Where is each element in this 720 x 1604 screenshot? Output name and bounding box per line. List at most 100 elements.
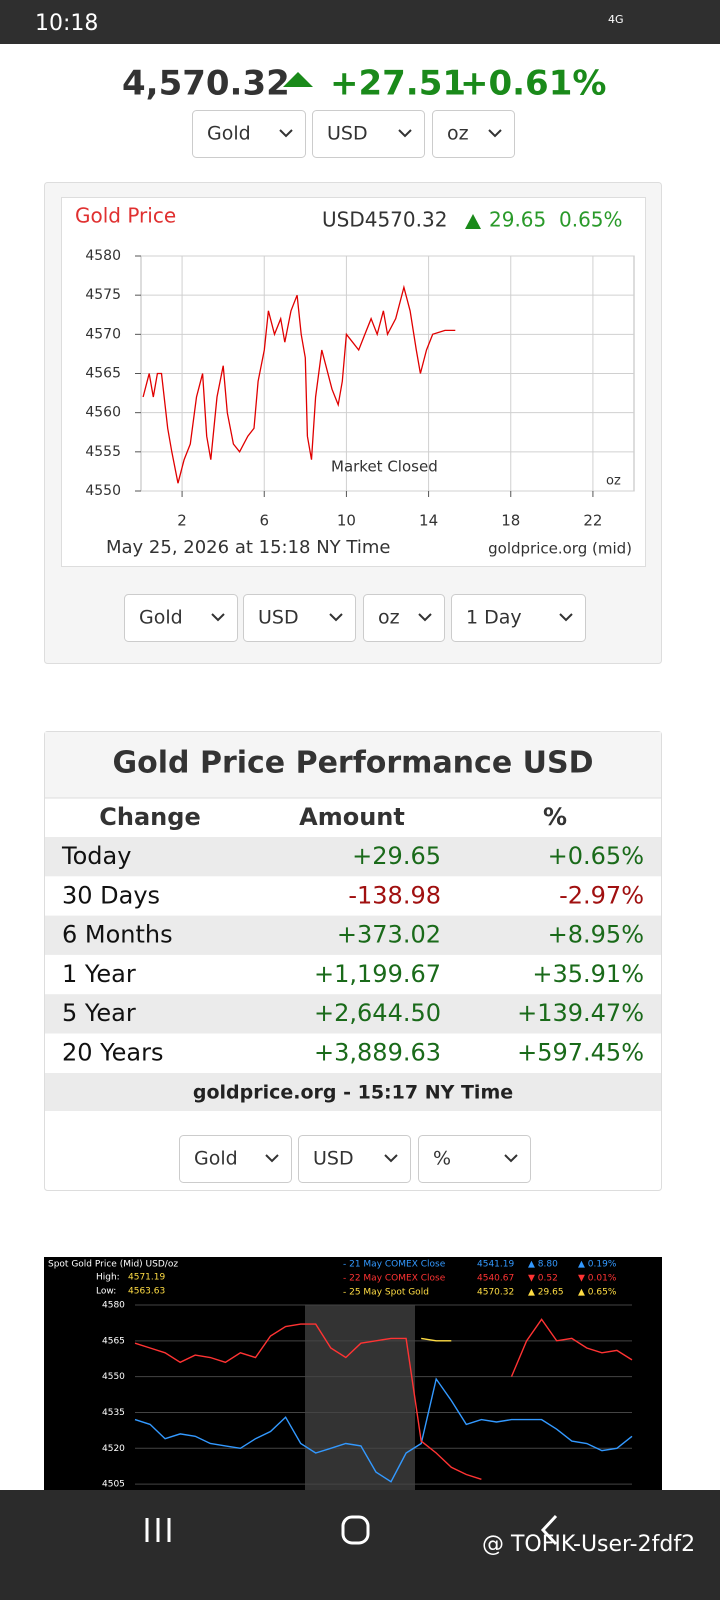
chart-footer-right: goldprice.org (mid)	[488, 540, 632, 558]
legend-price: 4541.19	[477, 1260, 514, 1270]
status-time: 10:18	[35, 11, 98, 36]
back-button[interactable]	[540, 1514, 558, 1546]
chart-footer-left: May 25, 2026 at 15:18 NY Time	[106, 537, 390, 558]
x-tick-label: 10	[337, 512, 356, 530]
table-cell: 20 Years	[62, 1039, 163, 1067]
x-tick-label: 14	[419, 512, 438, 530]
dropdown-label: 1 Day	[466, 607, 522, 629]
x-tick-label: 18	[501, 512, 520, 530]
legend-percent: ▼ 0.01%	[578, 1274, 617, 1284]
low-label: Low:	[96, 1287, 116, 1297]
table-cell: 6 Months	[62, 921, 173, 949]
x-tick-label: 2	[177, 512, 187, 530]
y-tick-label: 4580	[102, 1301, 125, 1311]
table-cell: 30 Days	[62, 881, 160, 909]
dropdown[interactable]	[243, 594, 356, 642]
column-header: Change	[99, 803, 200, 831]
spot-title: Spot Gold Price (Mid) USD/oz	[48, 1260, 178, 1270]
footer-band	[45, 1073, 661, 1111]
table-cell: 5 Year	[62, 999, 136, 1027]
dropdown[interactable]	[432, 110, 515, 158]
home-button[interactable]	[341, 1515, 370, 1545]
column-header: %	[543, 803, 567, 831]
table-cell: +1,199.67	[314, 960, 441, 988]
dropdown-label: USD	[258, 607, 299, 629]
dropdown-chevron	[279, 129, 293, 138]
y-tick-label: 4505	[102, 1480, 125, 1490]
dropdown[interactable]	[298, 1135, 411, 1183]
nav-bar	[0, 1490, 720, 1600]
dropdown-label: Gold	[194, 1148, 238, 1170]
table-cell: +3,889.63	[314, 1039, 441, 1067]
table-cell: -138.98	[348, 881, 441, 909]
dropdown[interactable]	[312, 110, 425, 158]
y-tick-label: 4565	[102, 1336, 125, 1346]
table-cell: -2.97%	[559, 881, 644, 909]
selector-group: Gold USD oz	[192, 110, 515, 158]
y-tick-label: 4565	[85, 366, 121, 382]
legend-percent: ▲ 0.65%	[578, 1288, 617, 1298]
x-tick-label: 6	[259, 512, 269, 530]
table-cell: +35.91%	[532, 960, 644, 988]
dropdown[interactable]	[418, 1135, 531, 1183]
dropdown-label: USD	[313, 1148, 354, 1170]
chart-header-change: 29.65	[489, 208, 546, 232]
selector-group: Gold USD%	[179, 1135, 531, 1183]
legend-name: - 25 May Spot Gold	[343, 1288, 429, 1298]
dropdown-chevron	[418, 613, 432, 622]
dropdown-label: USD	[327, 123, 368, 145]
price-line	[142, 284, 456, 484]
table-cell: Today	[61, 842, 131, 870]
unit-label: oz	[606, 474, 621, 489]
x-tick-label: 22	[583, 512, 602, 530]
dropdown-label: %	[433, 1148, 451, 1170]
table-cell: 1 Year	[62, 960, 136, 988]
dropdown-chevron	[504, 1154, 518, 1163]
performance-title: Gold Price Performance USD	[113, 746, 594, 781]
recents-button[interactable]	[145, 1518, 171, 1542]
high-label: High:	[96, 1273, 120, 1283]
table-cell: +8.95%	[548, 921, 644, 949]
up-arrow	[283, 72, 313, 87]
y-tick-label: 4570	[85, 326, 121, 342]
dropdown-chevron	[211, 613, 225, 622]
chart-box	[61, 197, 646, 567]
legend-price: 4570.32	[477, 1288, 514, 1298]
legend-name: - 22 May COMEX Close	[343, 1274, 446, 1284]
y-tick-label: 4580	[85, 248, 121, 264]
dropdown-label: Gold	[139, 607, 183, 629]
column-header: Amount	[299, 803, 405, 831]
dropdown[interactable]	[363, 594, 445, 642]
y-tick-label: 4520	[102, 1444, 125, 1454]
table-cell: +2,644.50	[314, 999, 441, 1027]
ticker-percent: +0.61%	[460, 64, 606, 104]
dropdown-chevron	[329, 613, 343, 622]
dropdown[interactable]	[192, 110, 306, 158]
dropdown[interactable]	[124, 594, 238, 642]
ticker-change: +27.51	[330, 64, 466, 104]
table-cell: +597.45%	[517, 1039, 644, 1067]
dropdown-chevron	[488, 129, 502, 138]
price-line	[421, 1337, 452, 1342]
dropdown-label: oz	[447, 123, 469, 145]
legend-change: ▼ 0.52	[528, 1274, 558, 1284]
legend-change: ▲ 8.80	[528, 1260, 558, 1270]
chart-annotation: Market Closed	[331, 458, 438, 476]
dropdown-label: Gold	[207, 123, 251, 145]
y-tick-label: 4575	[85, 287, 121, 303]
dropdown-chevron	[265, 1154, 279, 1163]
dropdown[interactable]	[451, 594, 586, 642]
dropdown[interactable]	[179, 1135, 292, 1183]
up-arrow	[465, 214, 481, 229]
high-value: 4571.19	[128, 1273, 165, 1283]
chart-title: Gold Price	[75, 204, 176, 228]
dropdown-chevron	[559, 613, 573, 622]
row-band	[45, 837, 661, 877]
legend-price: 4540.67	[477, 1274, 514, 1284]
row-band	[45, 915, 661, 955]
dropdown-chevron	[398, 129, 412, 138]
row-band	[45, 994, 661, 1034]
selector-group: Gold USD oz 1 Day	[124, 594, 586, 642]
dropdown-label: oz	[378, 607, 400, 629]
